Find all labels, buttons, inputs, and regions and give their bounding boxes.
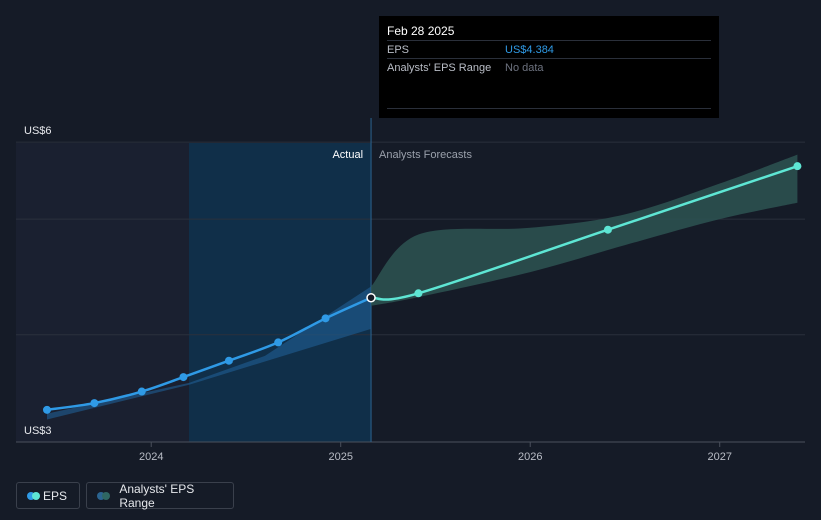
tooltip-row-eps: EPS US$4.384: [387, 40, 711, 59]
legend-range-label: Analysts' EPS Range: [119, 481, 195, 510]
eps-forecast-point: [793, 162, 802, 171]
tooltip-date: Feb 28 2025: [387, 24, 455, 38]
eps-actual-point: [90, 399, 99, 408]
forecast-section-label: Analysts Forecasts: [379, 149, 472, 161]
x-tick-label: 2026: [518, 451, 542, 463]
last-year-highlight: [189, 143, 372, 442]
actual-section-label: Actual: [332, 149, 363, 161]
eps-actual-point: [274, 338, 283, 347]
eps-actual-point: [137, 387, 146, 396]
past-region: [16, 143, 189, 442]
eps-actual-point: [179, 373, 188, 382]
eps-current-point: [366, 292, 376, 303]
tooltip-eps-value: US$4.384: [505, 44, 554, 56]
x-tick-label: 2024: [139, 451, 163, 463]
forecast-range-band: [371, 154, 798, 306]
eps-actual-line: [46, 296, 372, 412]
tooltip-row-range: Analysts' EPS Range No data: [387, 58, 711, 77]
x-tick-label: 2027: [707, 451, 731, 463]
eps-tooltip: Feb 28 2025 EPS US$4.384 Analysts' EPS R…: [379, 16, 719, 118]
x-tick-label: 2025: [328, 451, 352, 463]
tooltip-divider: [387, 108, 711, 109]
eps-actual-point: [321, 314, 330, 323]
y-tick-label: US$6: [24, 125, 52, 137]
range-swatch-icon: [97, 491, 111, 500]
eps-forecast-point: [603, 225, 612, 234]
tooltip-range-label: Analysts' EPS Range: [387, 62, 492, 74]
legend-eps-label: EPS: [42, 488, 67, 503]
legend-range-button[interactable]: Analysts' EPS Range: [86, 481, 234, 510]
eps-forecast-line: [370, 164, 798, 301]
tooltip-range-value: No data: [505, 62, 544, 74]
eps-forecast-point: [414, 289, 423, 298]
eps-actual-point: [224, 356, 233, 365]
y-tick-label: US$3: [24, 425, 52, 437]
eps-chart: US$6 US$3 2024 2025 2026 2027 Actual Analysts F…: [16, 118, 805, 463]
legend-eps-button[interactable]: EPS: [16, 482, 80, 509]
eps-actual-point: [43, 405, 51, 414]
tooltip-eps-label: EPS: [387, 44, 410, 56]
eps-swatch-icon: [27, 491, 40, 500]
